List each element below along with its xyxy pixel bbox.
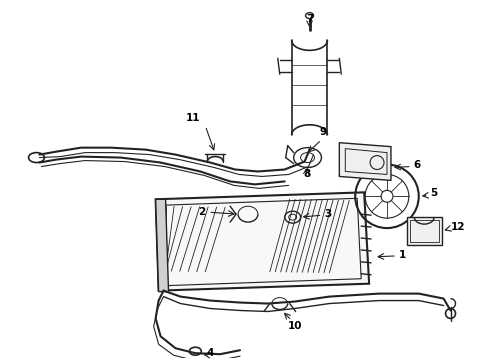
Text: 1: 1 bbox=[399, 250, 406, 260]
Polygon shape bbox=[156, 199, 169, 292]
Text: 5: 5 bbox=[431, 188, 438, 198]
Polygon shape bbox=[340, 143, 391, 180]
Bar bbox=[407, 217, 441, 245]
Text: 3: 3 bbox=[324, 209, 332, 219]
Text: 4: 4 bbox=[207, 348, 214, 358]
Text: 6: 6 bbox=[414, 159, 421, 170]
Polygon shape bbox=[156, 192, 369, 291]
Text: 11: 11 bbox=[186, 113, 200, 123]
Bar bbox=[410, 220, 439, 242]
Text: 8: 8 bbox=[303, 170, 310, 180]
Text: 9: 9 bbox=[319, 127, 327, 137]
Text: 12: 12 bbox=[450, 222, 465, 232]
Text: 7: 7 bbox=[306, 14, 313, 23]
Text: 10: 10 bbox=[288, 321, 302, 332]
Text: 2: 2 bbox=[198, 207, 205, 217]
